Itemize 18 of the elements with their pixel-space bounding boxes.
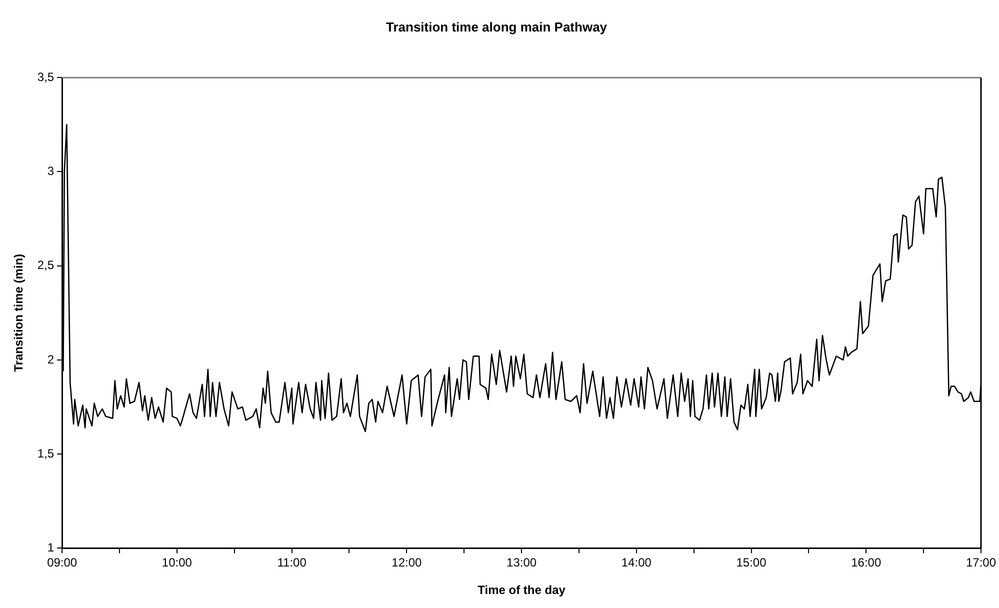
- y-tick-label: 3: [47, 164, 54, 178]
- x-tick-label: 14:00: [621, 556, 652, 570]
- y-tick-label: 3,5: [37, 70, 54, 84]
- y-axis-title: Transition time (min): [12, 254, 26, 372]
- y-tick-label: 2: [47, 352, 54, 366]
- x-tick-label: 15:00: [736, 556, 767, 570]
- x-axis-title: Time of the day: [478, 583, 566, 598]
- y-tick-label: 1,5: [37, 446, 54, 460]
- y-tick-label: 1: [47, 540, 54, 555]
- x-tick-label: 10:00: [162, 556, 192, 570]
- x-tick-label: 16:00: [851, 556, 882, 570]
- x-tick-label: 17:00: [966, 556, 996, 570]
- x-tick-label: 12:00: [392, 556, 422, 570]
- y-tick-label: 2,5: [37, 258, 54, 272]
- x-tick-label: 11:00: [277, 556, 307, 570]
- chart-title: Transition time along main Pathway: [386, 19, 608, 34]
- x-tick-label: 13:00: [506, 556, 537, 570]
- x-tick-label: 09:00: [47, 556, 78, 570]
